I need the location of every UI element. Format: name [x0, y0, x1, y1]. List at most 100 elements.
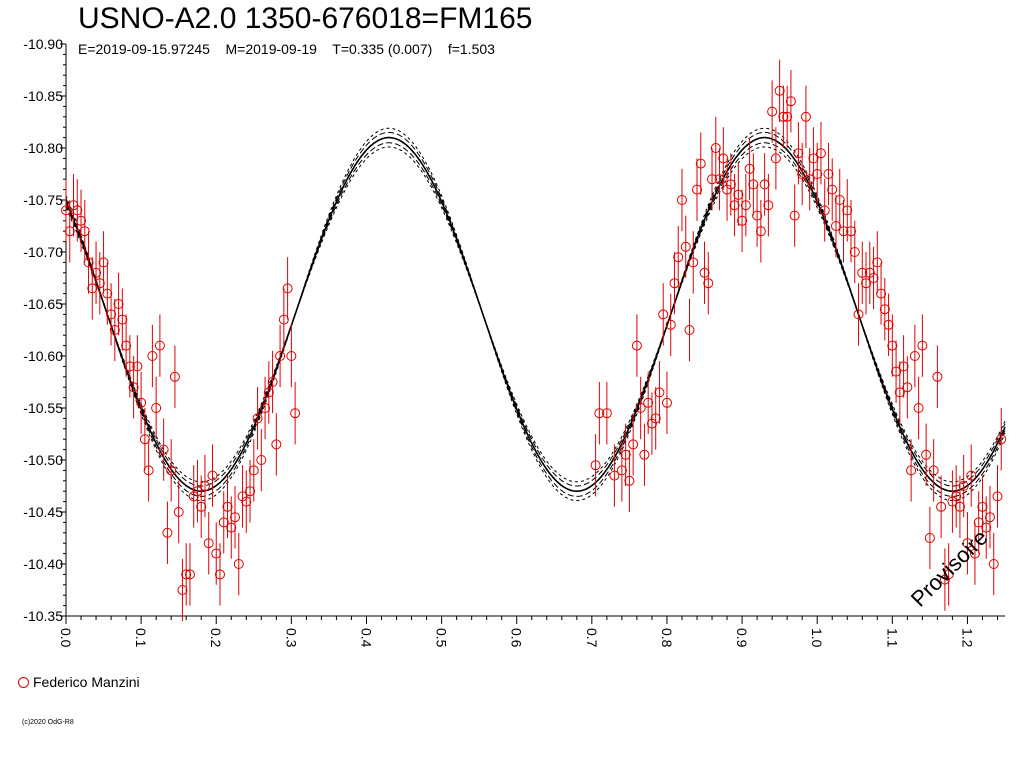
data-point: [853, 309, 864, 320]
data-point: [932, 371, 943, 382]
data-point: [117, 314, 128, 325]
data-point: [151, 403, 162, 413]
data-point: [154, 340, 165, 351]
data-point: [977, 501, 988, 512]
data-point: [162, 527, 173, 538]
data-point: [710, 143, 721, 153]
data-point: [797, 169, 808, 179]
data-point: [631, 340, 642, 351]
data-point: [676, 195, 687, 205]
data-point: [616, 465, 627, 476]
data-point: [199, 481, 210, 491]
data-point: [263, 387, 274, 398]
data-point: [913, 403, 924, 413]
x-tick-label: 0.4: [358, 628, 374, 648]
y-tick-label: -10.45: [23, 504, 63, 520]
data-point: [943, 569, 954, 580]
data-point: [782, 111, 793, 122]
data-point: [278, 314, 289, 325]
data-point: [842, 205, 853, 216]
data-point: [808, 153, 819, 164]
data-point: [203, 538, 214, 549]
data-point: [793, 148, 804, 159]
data-point: [177, 585, 188, 595]
data-point: [763, 200, 774, 211]
data-point: [804, 174, 815, 185]
data-point: [887, 340, 898, 351]
model-curves: [65, 127, 1006, 501]
data-point: [639, 449, 650, 460]
chart-subtitle: E=2019-09-15.97245 M=2019-09-19 T=0.335 …: [78, 41, 495, 57]
y-tick-label: -10.85: [23, 88, 63, 104]
data-point: [823, 169, 834, 179]
data-point: [692, 184, 703, 195]
y-tick-label: -10.50: [23, 452, 63, 468]
y-tick-label: -10.80: [23, 140, 63, 156]
data-point: [286, 351, 297, 361]
data-point: [714, 174, 725, 185]
data-point: [214, 569, 225, 580]
data-point: [245, 486, 256, 497]
x-tick-label: 0.3: [283, 628, 299, 648]
data-point: [898, 361, 909, 372]
data-point: [838, 226, 849, 237]
data-point: [207, 470, 218, 481]
data-point: [113, 299, 124, 309]
data-point: [707, 174, 718, 185]
y-tick-label: -10.35: [23, 608, 63, 624]
data-point: [609, 470, 620, 481]
data-point: [958, 481, 969, 491]
copyright: (c)2020 OdG-R8: [22, 719, 74, 726]
data-point: [267, 377, 278, 387]
y-tick-label: -10.90: [23, 36, 63, 52]
model-envelope-curve: [65, 142, 1006, 487]
data-point: [121, 340, 132, 351]
data-point: [650, 413, 661, 424]
data-point: [109, 325, 120, 335]
y-tick-label: -10.55: [23, 400, 63, 416]
legend-label: Federico Manzini: [33, 674, 140, 690]
data-point: [868, 273, 879, 283]
x-tick-label: 0.0: [58, 628, 74, 648]
data-point: [748, 179, 759, 190]
x-tick-label: 1.1: [884, 628, 900, 648]
data-point: [733, 189, 744, 200]
data-point: [211, 548, 222, 559]
data-point: [744, 163, 755, 174]
data-point: [830, 221, 841, 231]
data-point: [722, 184, 733, 195]
data-point: [147, 351, 158, 361]
data-point: [954, 501, 965, 512]
data-points: [61, 59, 1007, 622]
data-point: [256, 455, 267, 465]
model-envelope-curve: [65, 127, 1006, 501]
x-tick-label: 1.2: [959, 628, 975, 648]
x-tick-label: 0.6: [509, 628, 525, 648]
data-point: [233, 559, 244, 569]
data-point: [68, 200, 79, 211]
y-tick-label: -10.70: [23, 244, 63, 260]
data-point: [966, 470, 977, 481]
data-point: [248, 465, 259, 476]
data-point: [173, 507, 184, 517]
data-point: [939, 574, 950, 585]
data-point: [169, 371, 180, 382]
data-point: [891, 366, 902, 377]
data-point: [222, 501, 233, 512]
data-point: [271, 439, 282, 450]
data-point: [79, 226, 90, 237]
model-envelope-curve: [65, 131, 1006, 497]
data-point: [834, 195, 845, 205]
data-point: [590, 460, 601, 471]
data-point: [883, 319, 894, 330]
data-point: [260, 403, 271, 413]
data-point: [628, 439, 639, 450]
data-point: [594, 408, 605, 419]
data-point: [819, 205, 830, 216]
data-point: [936, 501, 947, 512]
data-point: [635, 403, 646, 413]
data-point: [755, 226, 766, 237]
provisional-watermark: Provisoire: [906, 525, 993, 612]
data-point: [684, 325, 695, 335]
